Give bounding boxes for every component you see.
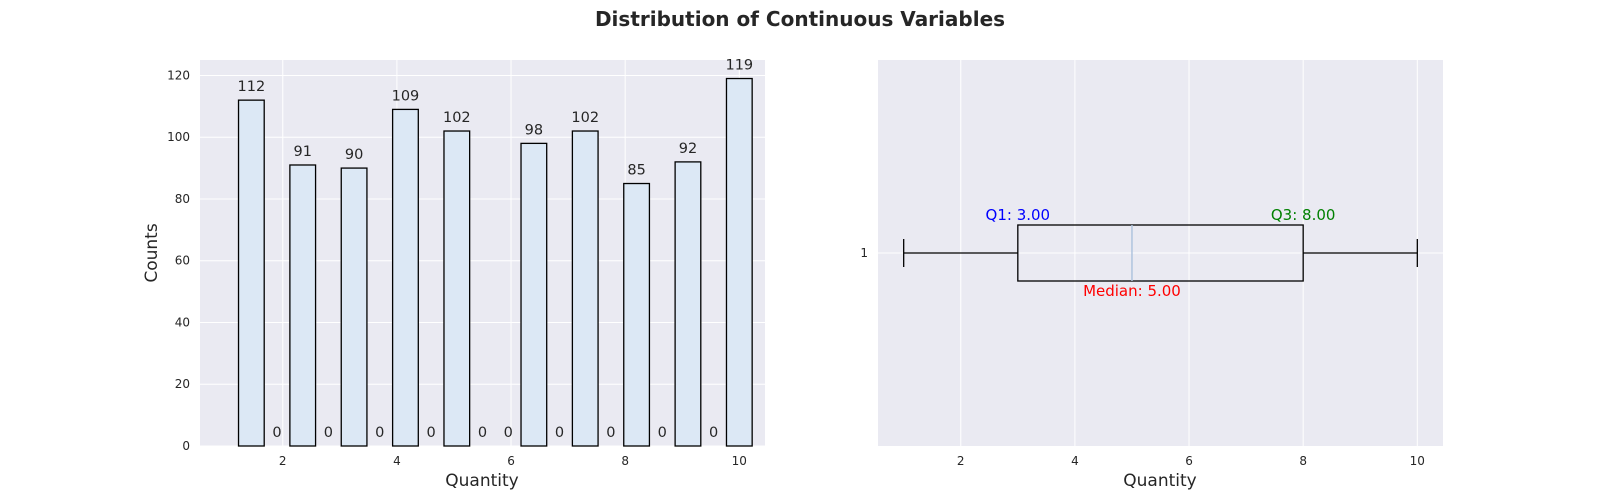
histogram-y-tick-label: 120 [167, 68, 190, 82]
figure-title: Distribution of Continuous Variables [595, 7, 1005, 31]
histogram-bar-value-label: 112 [238, 79, 266, 95]
histogram-bar-value-label: 109 [392, 88, 420, 104]
histogram-bar-value-label: 98 [525, 122, 543, 138]
histogram-bar-value-label: 85 [627, 163, 645, 179]
boxplot-y-tick-label: 1 [860, 246, 868, 260]
histogram-bar-value-label: 119 [725, 58, 753, 74]
histogram-x-tick-label: 10 [732, 454, 747, 468]
boxplot-x-tick-label: 6 [1185, 454, 1193, 468]
histogram-bar-value-label: 90 [345, 147, 363, 163]
histogram-bars [237, 77, 753, 447]
histogram-bar [571, 130, 599, 447]
histogram-bar [443, 130, 471, 447]
histogram-bar-value-label: 0 [504, 425, 513, 441]
histogram-x-axis-label: Quantity [445, 471, 518, 491]
histogram-bar [340, 167, 368, 447]
boxplot-x-ticks: 2 4 6 8 10 [957, 454, 1425, 468]
histogram-bar-value-label: 0 [555, 425, 564, 441]
histogram-y-tick-label: 80 [175, 192, 190, 206]
histogram-bar-value-label: 102 [443, 110, 471, 126]
histogram-y-tick-label: 20 [175, 377, 190, 391]
histogram-bar [623, 182, 651, 447]
histogram-bar [520, 142, 548, 447]
boxplot-chart: 2 4 6 8 10 1 Q1: 3.00 Median: 5.00 Q3: 8.00 … [860, 60, 1443, 491]
histogram-bar [674, 161, 702, 447]
histogram-x-tick-label: 8 [621, 454, 629, 468]
histogram-bar [289, 164, 317, 447]
boxplot-shapes [903, 224, 1418, 282]
histogram-bar-value-label: 0 [427, 425, 436, 441]
histogram-bar-value-label: 0 [606, 425, 615, 441]
histogram-x-tick-label: 6 [507, 454, 515, 468]
histogram-bar-value-label: 0 [324, 425, 333, 441]
histogram-y-tick-label: 100 [167, 130, 190, 144]
histogram-bar [725, 77, 753, 447]
histogram-y-ticks: 0 20 40 60 80 100 120 [167, 68, 190, 453]
histogram-bar-value-label: 0 [375, 425, 384, 441]
q1-annotation: Q1: 3.00 [986, 206, 1051, 224]
histogram-bar [391, 108, 419, 447]
histogram-bar-value-label: 0 [272, 425, 281, 441]
histogram-bar-value-label: 91 [294, 144, 312, 160]
histogram-bar-value-label: 0 [658, 425, 667, 441]
boxplot-y-ticks: 1 [860, 246, 868, 260]
histogram-x-tick-label: 4 [393, 454, 401, 468]
histogram-y-axis-label: Counts [142, 223, 162, 282]
histogram-bar [237, 99, 265, 447]
histogram-y-tick-label: 0 [182, 439, 190, 453]
histogram-x-tick-label: 2 [279, 454, 287, 468]
histogram-bar-value-label: 0 [478, 425, 487, 441]
histogram-x-ticks: 2 4 6 8 10 [279, 454, 747, 468]
boxplot-x-tick-label: 2 [957, 454, 965, 468]
q3-annotation: Q3: 8.00 [1271, 206, 1336, 224]
interquartile-box [1017, 224, 1304, 282]
histogram-y-tick-label: 60 [175, 254, 190, 268]
histogram-bar-value-label: 92 [679, 141, 697, 157]
histogram-bar-labels: 112 0 91 0 90 0 109 0 102 0 0 98 0 102 0 85 0 92 0 119 [238, 58, 754, 441]
boxplot-x-tick-label: 10 [1410, 454, 1425, 468]
median-annotation: Median: 5.00 [1083, 282, 1181, 300]
histogram-bar-value-label: 0 [709, 425, 718, 441]
boxplot-x-tick-label: 4 [1071, 454, 1079, 468]
histogram-bar-value-label: 102 [571, 110, 599, 126]
boxplot-x-tick-label: 8 [1299, 454, 1307, 468]
histogram-y-tick-label: 40 [175, 315, 190, 329]
boxplot-x-axis-label: Quantity [1123, 471, 1196, 491]
